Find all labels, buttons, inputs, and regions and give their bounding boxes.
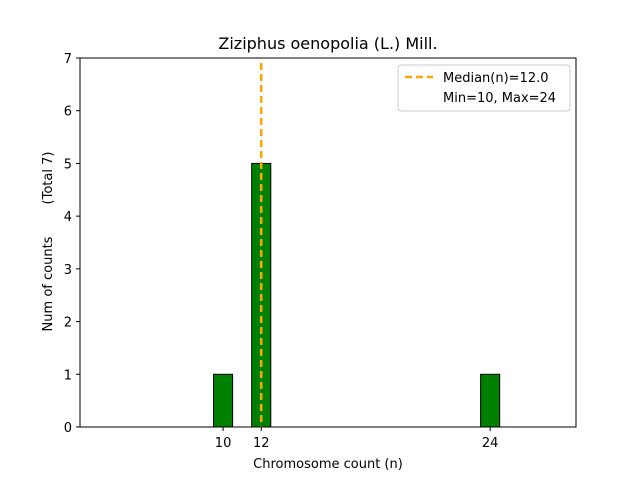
legend-box xyxy=(397,64,571,112)
y-tick-label-4: 4 xyxy=(64,210,72,225)
y-tick-label-3: 3 xyxy=(64,263,72,278)
legend-median-label: Median(n)=12.0 xyxy=(443,71,549,86)
y-axis-total-label: (Total 7) xyxy=(41,152,56,205)
bars-group xyxy=(194,162,538,428)
y-tick-label-6: 6 xyxy=(64,105,72,120)
chart-title: Ziziphus oenopolia (L.) Mill. xyxy=(218,34,437,53)
y-axis-ticks: 0 1 2 3 4 5 6 7 xyxy=(64,52,80,436)
y-axis-label: Num of counts xyxy=(41,236,56,331)
legend-range-label: Min=10, Max=24 xyxy=(443,91,556,106)
plot-frame xyxy=(79,57,577,428)
y-tick-label-2: 2 xyxy=(64,316,72,331)
bar-24 xyxy=(480,373,501,428)
y-tick-label-7: 7 xyxy=(64,52,72,67)
y-tick-label-0: 0 xyxy=(64,421,72,436)
x-tick-label-10: 10 xyxy=(215,436,232,451)
x-tick-label-24: 24 xyxy=(482,436,499,451)
x-tick-label-12: 12 xyxy=(253,436,270,451)
legend: Median(n)=12.0 Min=10, Max=24 xyxy=(397,64,571,112)
x-axis-label: Chromosome count (n) xyxy=(253,457,403,472)
x-axis-ticks: 10 12 24 xyxy=(215,427,499,451)
y-tick-label-1: 1 xyxy=(64,368,72,383)
bar-10 xyxy=(213,373,234,428)
y-tick-label-5: 5 xyxy=(64,157,72,172)
